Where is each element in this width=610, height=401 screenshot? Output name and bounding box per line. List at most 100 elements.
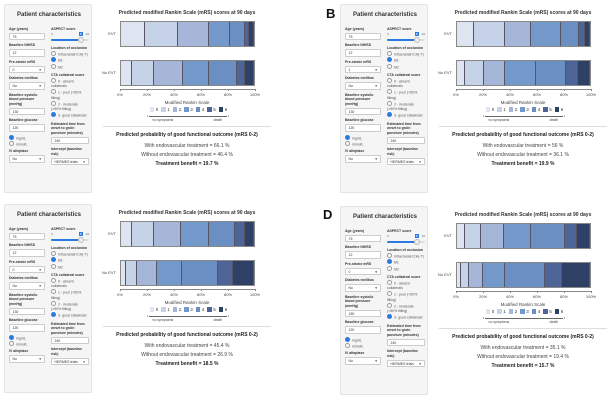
- radio-occlusion[interactable]: M1: [51, 257, 89, 264]
- row-label: No EVT: [437, 272, 452, 277]
- age-input[interactable]: 75: [9, 32, 45, 40]
- prestroke-mrs-select[interactable]: 0 ▾: [9, 65, 45, 73]
- radio-cta[interactable]: 0 - absent collaterals: [51, 77, 89, 90]
- aspect-slider[interactable]: 0 10 8: [387, 234, 425, 245]
- systolic-bp-input[interactable]: 130: [9, 107, 45, 115]
- radio-cta[interactable]: 2 - moderate (>50% filling): [51, 300, 89, 313]
- time-value: 240: [390, 138, 397, 143]
- radio-occlusion[interactable]: M1: [51, 57, 89, 64]
- radio-unit-mmol[interactable]: mmol/L: [9, 341, 45, 348]
- x-tick: [201, 89, 202, 91]
- radio-cta[interactable]: 3- good collaterals: [387, 314, 425, 321]
- iv-alteplase-select[interactable]: No ▾: [9, 155, 45, 163]
- diabetes-label: Diabetes mellitus: [9, 76, 38, 80]
- diabetes-select[interactable]: No ▾: [9, 282, 45, 290]
- legend-swatch: [554, 107, 560, 112]
- time-input[interactable]: 240: [51, 336, 89, 344]
- x-tick-label: 0%: [453, 294, 459, 299]
- x-tick: [537, 291, 538, 293]
- radio-cta[interactable]: 1 - poor (<50% filling): [387, 291, 425, 303]
- nihss-input[interactable]: 12: [345, 251, 381, 259]
- radio-occlusion[interactable]: Intracranial ICA(-T): [51, 250, 89, 258]
- intercept-select[interactable]: HERMES trials ▾: [51, 357, 89, 365]
- divider: [439, 126, 607, 127]
- iv-alteplase-select[interactable]: No ▾: [345, 357, 381, 365]
- slider-handle[interactable]: [78, 236, 85, 243]
- intercept-select[interactable]: HERMES trials ▾: [387, 359, 425, 367]
- diabetes-select[interactable]: No ▾: [9, 82, 45, 90]
- radio-unit-mmol[interactable]: mmol/L: [9, 141, 45, 148]
- diabetes-select[interactable]: No ▾: [345, 82, 381, 90]
- radio-unit-mmol[interactable]: mmol/L: [345, 343, 381, 350]
- radio-occlusion[interactable]: Intracranial ICA(-T): [51, 50, 89, 58]
- radio-occlusion[interactable]: M2: [51, 63, 89, 71]
- legend-label: 5: [549, 107, 552, 112]
- row-label: EVT: [444, 31, 452, 36]
- radio-cta[interactable]: 3- good collaterals: [387, 112, 425, 119]
- radio-cta[interactable]: 0 - absent collaterals: [51, 277, 89, 290]
- radio-cta[interactable]: 2 - moderate (>50% filling): [387, 302, 425, 315]
- prestroke-mrs-select[interactable]: 1 ▾: [345, 65, 381, 73]
- intercept-select[interactable]: HERMES trials ▾: [387, 157, 425, 165]
- intercept-select[interactable]: HERMES trials ▾: [51, 157, 89, 165]
- glucose-input[interactable]: 120: [345, 326, 381, 334]
- radio-occlusion[interactable]: Intracranial ICA(-T): [387, 50, 425, 58]
- radio-cta[interactable]: 0 - absent collaterals: [387, 77, 425, 90]
- time-input[interactable]: 240: [51, 136, 89, 144]
- prestroke-mrs-select[interactable]: 0 ▾: [9, 265, 45, 273]
- slider-handle[interactable]: [414, 36, 421, 43]
- age-input[interactable]: 75: [345, 32, 381, 40]
- prestroke-mrs-select[interactable]: 0 ▾: [345, 267, 381, 275]
- bar-segment-mrs-4: [209, 61, 238, 85]
- iv-alteplase-select[interactable]: No ▾: [9, 355, 45, 363]
- aspect-slider[interactable]: 0 10 8: [51, 232, 89, 243]
- nihss-input[interactable]: 12: [9, 49, 45, 57]
- systolic-bp-input[interactable]: 130: [345, 107, 381, 115]
- diabetes-select[interactable]: No ▾: [345, 284, 381, 292]
- card-title: Patient characteristics: [16, 12, 82, 18]
- radio-unit-mgdl[interactable]: mg/dL: [9, 334, 45, 342]
- radio-occlusion[interactable]: M2: [387, 63, 425, 71]
- divider: [103, 326, 271, 327]
- radio-cta[interactable]: 3- good collaterals: [51, 312, 89, 319]
- age-input[interactable]: 75: [9, 232, 45, 240]
- radio-occlusion[interactable]: M2: [387, 265, 425, 273]
- glucose-input[interactable]: 120: [9, 324, 45, 332]
- radio-cta[interactable]: 2 - moderate (>50% filling): [387, 100, 425, 113]
- glucose-input[interactable]: 120: [9, 124, 45, 132]
- aspect-slider[interactable]: 0 10 8: [387, 32, 425, 43]
- diabetes-value: No: [12, 284, 17, 288]
- time-input[interactable]: 240: [387, 136, 425, 144]
- radio-unit-mmol[interactable]: mmol/L: [345, 141, 381, 148]
- radio-cta[interactable]: 1 - poor (<50% filling): [51, 289, 89, 301]
- radio-unit-mgdl[interactable]: mg/dL: [9, 134, 45, 142]
- legend-label: 3: [526, 309, 529, 314]
- radio-occlusion[interactable]: M1: [387, 259, 425, 266]
- radio-cta[interactable]: 2 - moderate (>50% filling): [51, 100, 89, 113]
- radio-unit-mgdl[interactable]: mg/dL: [345, 134, 381, 142]
- nihss-input[interactable]: 12: [9, 249, 45, 257]
- radio-unit-mgdl[interactable]: mg/dL: [345, 336, 381, 344]
- radio-occlusion[interactable]: M2: [51, 263, 89, 271]
- intercept-label: Intercept (baseline risk): [51, 347, 82, 356]
- systolic-bp-input[interactable]: 130: [9, 307, 45, 315]
- arrow-right-label: death: [549, 319, 559, 324]
- radio-occlusion[interactable]: M1: [387, 57, 425, 64]
- time-input[interactable]: 240: [387, 338, 425, 346]
- radio-occlusion[interactable]: Intracranial ICA(-T): [387, 252, 425, 260]
- stacked-bar-evt: [120, 221, 255, 247]
- systolic-bp-input[interactable]: 150: [345, 309, 381, 317]
- nihss-input[interactable]: 12: [345, 49, 381, 57]
- bar-segment-mrs-5: [564, 224, 577, 248]
- aspect-slider[interactable]: 0 10 8: [51, 32, 89, 43]
- radio-cta[interactable]: 1 - poor (<50% filling): [387, 89, 425, 101]
- age-input[interactable]: 75: [345, 234, 381, 242]
- slider-handle[interactable]: [78, 36, 85, 43]
- glucose-input[interactable]: 120: [345, 124, 381, 132]
- radio-cta[interactable]: 1 - poor (<50% filling): [51, 89, 89, 101]
- slider-handle[interactable]: [414, 238, 421, 245]
- iv-alteplase-select[interactable]: No ▾: [345, 155, 381, 163]
- radio-cta[interactable]: 3- good collaterals: [51, 112, 89, 119]
- radio-cta[interactable]: 0 - absent collaterals: [387, 279, 425, 292]
- legend-swatch: [161, 107, 166, 112]
